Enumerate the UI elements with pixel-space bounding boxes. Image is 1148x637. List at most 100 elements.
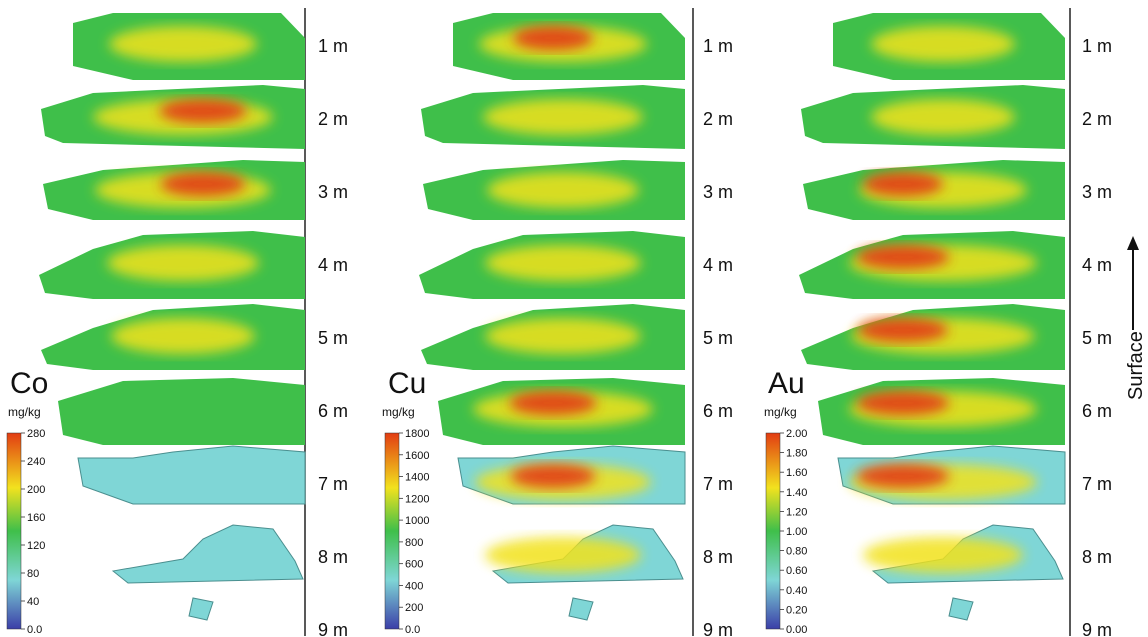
- depth-slice-map: [421, 304, 685, 370]
- depth-label: 9 m: [318, 620, 348, 637]
- depth-slice-map: [803, 160, 1065, 220]
- depth-slice-map: [485, 524, 684, 584]
- slice-anomaly-high: [510, 464, 596, 488]
- colorbar-tick-label: 1.80: [786, 448, 807, 460]
- depth-label: 3 m: [1082, 182, 1112, 202]
- colorbar-tick-label: 1400: [405, 472, 429, 484]
- slice-anomaly-high: [159, 99, 247, 123]
- slice-anomaly-medium: [863, 537, 1023, 573]
- slice-anomaly-high: [856, 245, 950, 269]
- slice-anomaly-high: [509, 391, 597, 415]
- depth-slice-map: [568, 597, 594, 621]
- depth-slice-map: [801, 85, 1065, 149]
- element-label: Au: [768, 367, 805, 400]
- depth-slice-map: [73, 13, 305, 80]
- depth-label: 9 m: [703, 620, 733, 637]
- depth-label: 1 m: [318, 36, 348, 56]
- slice-base: [77, 445, 306, 505]
- depth-slice-map: [837, 445, 1066, 505]
- surface-label: Surface: [1125, 331, 1147, 400]
- depth-slice-map: [111, 524, 304, 584]
- depth-label: 7 m: [703, 474, 733, 494]
- colorbar-tick-label: 1800: [405, 428, 429, 440]
- colorbar-tick-label: 0.0: [27, 624, 42, 636]
- depth-label: 7 m: [1082, 474, 1112, 494]
- depth-label: 5 m: [1082, 328, 1112, 348]
- slice-anomaly-high: [856, 464, 950, 488]
- depth-slice-map: [863, 524, 1064, 584]
- depth-label: 6 m: [1082, 401, 1112, 421]
- depth-slice-map: [41, 304, 305, 370]
- colorbar-tick-label: 120: [27, 540, 45, 552]
- slice-anomaly-medium: [485, 537, 641, 573]
- depth-label: 3 m: [703, 182, 733, 202]
- colorbar-tick-label: 800: [405, 537, 423, 549]
- colorbar-tick-label: 80: [27, 568, 39, 580]
- unit-label: mg/kg: [382, 405, 415, 419]
- depth-slice-map: [41, 85, 305, 149]
- slice-anomaly-high: [858, 318, 948, 342]
- colorbar-tick-label: 0.40: [786, 585, 807, 597]
- slice-anomaly-medium: [111, 318, 255, 354]
- surface-arrow-icon: [1127, 236, 1139, 330]
- depth-label: 7 m: [318, 474, 348, 494]
- depth-slice-map: [423, 160, 685, 220]
- depth-label: 1 m: [703, 36, 733, 56]
- depth-label: 8 m: [1082, 547, 1112, 567]
- colorbar: [765, 432, 781, 630]
- colorbar: [384, 432, 400, 630]
- element-label: Cu: [388, 367, 426, 400]
- slice-base: [188, 597, 214, 621]
- depth-slice-map: [58, 378, 305, 445]
- depth-slice-map: [43, 160, 305, 220]
- element-label: Co: [10, 367, 48, 400]
- slice-anomaly-medium: [107, 245, 259, 281]
- depth-slice-map: [188, 597, 214, 621]
- colorbar-tick-label: 1.40: [786, 487, 807, 499]
- colorbar-tick-label: 1.60: [786, 467, 807, 479]
- colorbar-tick-label: 0.0: [405, 624, 420, 636]
- colorbar-tick-label: 280: [27, 428, 45, 440]
- depth-label: 2 m: [703, 109, 733, 129]
- colorbar-tick-label: 160: [27, 512, 45, 524]
- unit-label: mg/kg: [8, 405, 41, 419]
- depth-label: 2 m: [1082, 109, 1112, 129]
- slice-anomaly-high: [513, 26, 593, 50]
- depth-slice-map: [453, 13, 685, 80]
- depth-slice-map: [801, 304, 1065, 370]
- slice-anomaly-medium: [109, 26, 257, 62]
- depth-slice-map: [39, 231, 305, 299]
- slice-base: [948, 597, 974, 621]
- depth-label: 5 m: [318, 328, 348, 348]
- colorbar-tick-label: 40: [27, 596, 39, 608]
- depth-slice-map: [419, 231, 685, 299]
- depth-label: 4 m: [1082, 255, 1112, 275]
- slice-anomaly-high: [863, 172, 943, 196]
- panel-au: 1 m 2 m 3 m 4 m 5 m 6 m 7 m 8 m 9 m Au mg/kg 2.00 1.…: [764, 8, 1112, 637]
- slice-anomaly-medium: [871, 26, 1015, 62]
- colorbar-tick-label: 600: [405, 559, 423, 571]
- colorbar-tick-label: 0.80: [786, 546, 807, 558]
- depth-label: 1 m: [1082, 36, 1112, 56]
- depth-slice-map: [833, 13, 1065, 80]
- colorbar-tick-label: 1200: [405, 493, 429, 505]
- slice-anomaly-medium: [485, 318, 641, 354]
- colorbar-tick-label: 1600: [405, 450, 429, 462]
- colorbar-tick-label: 1.00: [786, 526, 807, 538]
- depth-label: 2 m: [318, 109, 348, 129]
- slice-anomaly-medium: [483, 99, 643, 135]
- depth-label: 4 m: [703, 255, 733, 275]
- depth-label: 5 m: [703, 328, 733, 348]
- colorbar-tick-label: 1.20: [786, 506, 807, 518]
- depth-label: 6 m: [318, 401, 348, 421]
- depth-slice-map: [421, 85, 685, 149]
- slice-anomaly-medium: [485, 245, 641, 281]
- depth-slice-map: [77, 445, 306, 505]
- depth-slice-map: [948, 597, 974, 621]
- colorbar-tick-label: 0.60: [786, 565, 807, 577]
- slice-anomaly-high: [160, 172, 246, 196]
- depth-label: 9 m: [1082, 620, 1112, 637]
- slice-anomaly-medium: [871, 99, 1015, 135]
- colorbar-tick-label: 200: [405, 602, 423, 614]
- depth-label: 8 m: [318, 547, 348, 567]
